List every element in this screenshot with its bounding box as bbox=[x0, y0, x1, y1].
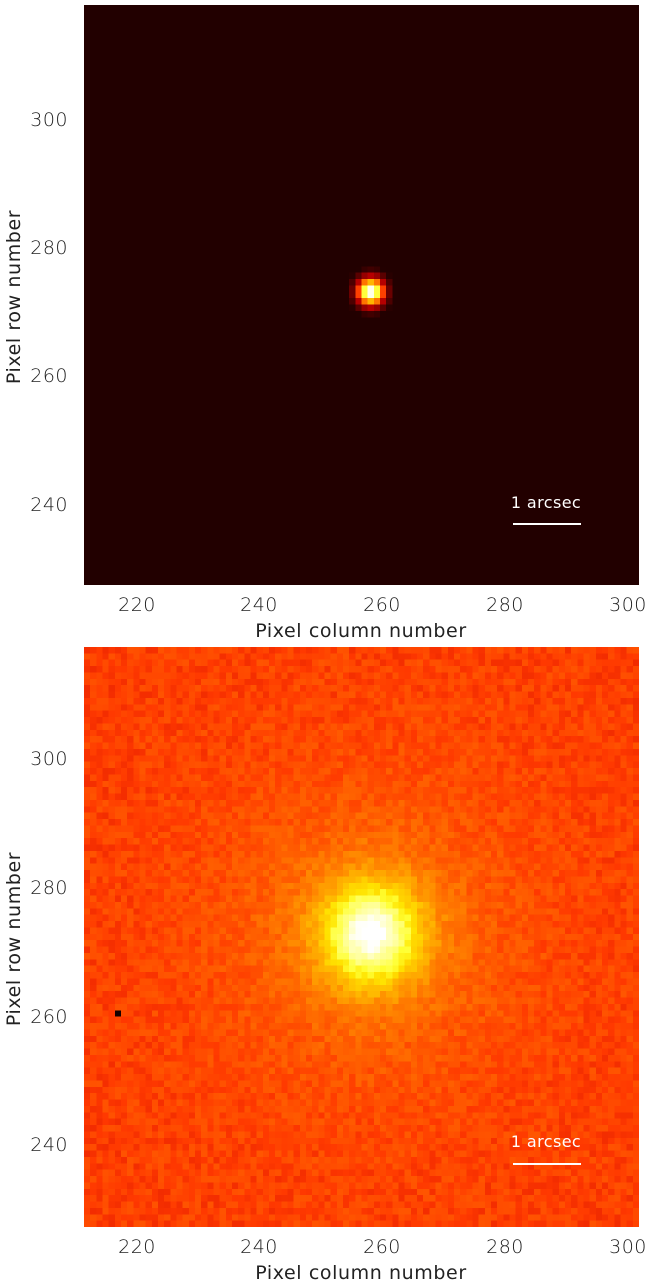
x-tick-label: 220 bbox=[118, 1236, 156, 1258]
y-axis-title: Pixel row number bbox=[3, 209, 25, 385]
scale-bar-label: 1 arcsec bbox=[510, 493, 582, 512]
y-tick-label: 300 bbox=[30, 109, 68, 131]
x-axis-title: Pixel column number bbox=[255, 1262, 467, 1284]
x-tick-label: 260 bbox=[363, 594, 401, 616]
x-axis-title: Pixel column number bbox=[255, 620, 467, 642]
y-tick-label: 240 bbox=[30, 494, 68, 516]
y-tick-label: 260 bbox=[30, 1006, 68, 1028]
x-tick-label: 240 bbox=[240, 594, 278, 616]
image-frame-top: 1 arcsec bbox=[84, 5, 639, 585]
y-tick-label: 300 bbox=[30, 748, 68, 770]
x-tick-label: 220 bbox=[118, 594, 156, 616]
scale-bar bbox=[513, 523, 581, 525]
scale-bar-label: 1 arcsec bbox=[510, 1132, 582, 1151]
y-axis-title: Pixel row number bbox=[3, 851, 25, 1027]
x-tick-label: 280 bbox=[486, 1236, 524, 1258]
star-halo-image bbox=[84, 647, 639, 1227]
x-tick-label: 280 bbox=[486, 594, 524, 616]
scale-bar bbox=[513, 1163, 581, 1165]
star-psf-image bbox=[84, 5, 639, 585]
y-tick-label: 240 bbox=[30, 1134, 68, 1156]
image-panel-top: 1 arcsec 300 280 260 240 220 240 260 280… bbox=[3, 5, 647, 642]
y-tick-label: 280 bbox=[30, 877, 68, 899]
x-tick-label: 260 bbox=[363, 1236, 401, 1258]
x-tick-label: 240 bbox=[240, 1236, 278, 1258]
x-tick-label: 300 bbox=[609, 1236, 647, 1258]
image-frame-bottom: 1 arcsec bbox=[84, 647, 639, 1227]
y-tick-label: 280 bbox=[30, 237, 68, 259]
y-tick-label: 260 bbox=[30, 365, 68, 387]
image-panel-bottom: 1 arcsec 300 280 260 240 220 240 260 280… bbox=[0, 642, 649, 1284]
x-tick-label: 300 bbox=[609, 594, 647, 616]
